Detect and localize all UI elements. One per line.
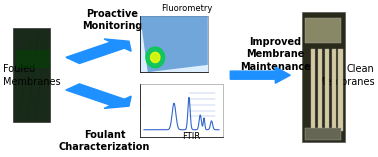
- Text: Improved
Membrane
Maintenance: Improved Membrane Maintenance: [240, 37, 311, 72]
- Text: Proactive
Monitoring: Proactive Monitoring: [82, 9, 142, 31]
- FancyArrow shape: [230, 67, 290, 83]
- FancyBboxPatch shape: [12, 28, 50, 122]
- Text: Clean
Membranes: Clean Membranes: [317, 64, 375, 87]
- FancyBboxPatch shape: [325, 49, 329, 131]
- Text: Fluorometry: Fluorometry: [161, 4, 213, 13]
- FancyArrow shape: [66, 39, 131, 63]
- FancyBboxPatch shape: [305, 18, 341, 43]
- FancyArrow shape: [66, 84, 131, 108]
- Polygon shape: [146, 47, 164, 68]
- FancyBboxPatch shape: [140, 84, 223, 137]
- Polygon shape: [150, 52, 160, 63]
- FancyBboxPatch shape: [318, 49, 322, 131]
- FancyBboxPatch shape: [311, 49, 316, 131]
- Polygon shape: [140, 16, 208, 72]
- Text: Fouled
Membranes: Fouled Membranes: [3, 64, 61, 87]
- FancyBboxPatch shape: [302, 12, 345, 142]
- FancyBboxPatch shape: [338, 49, 343, 131]
- FancyBboxPatch shape: [140, 16, 208, 72]
- FancyBboxPatch shape: [16, 50, 50, 68]
- Text: Foulant
Characterization: Foulant Characterization: [59, 130, 150, 152]
- Text: FTIR: FTIR: [182, 132, 200, 141]
- FancyBboxPatch shape: [305, 128, 341, 140]
- FancyBboxPatch shape: [332, 49, 336, 131]
